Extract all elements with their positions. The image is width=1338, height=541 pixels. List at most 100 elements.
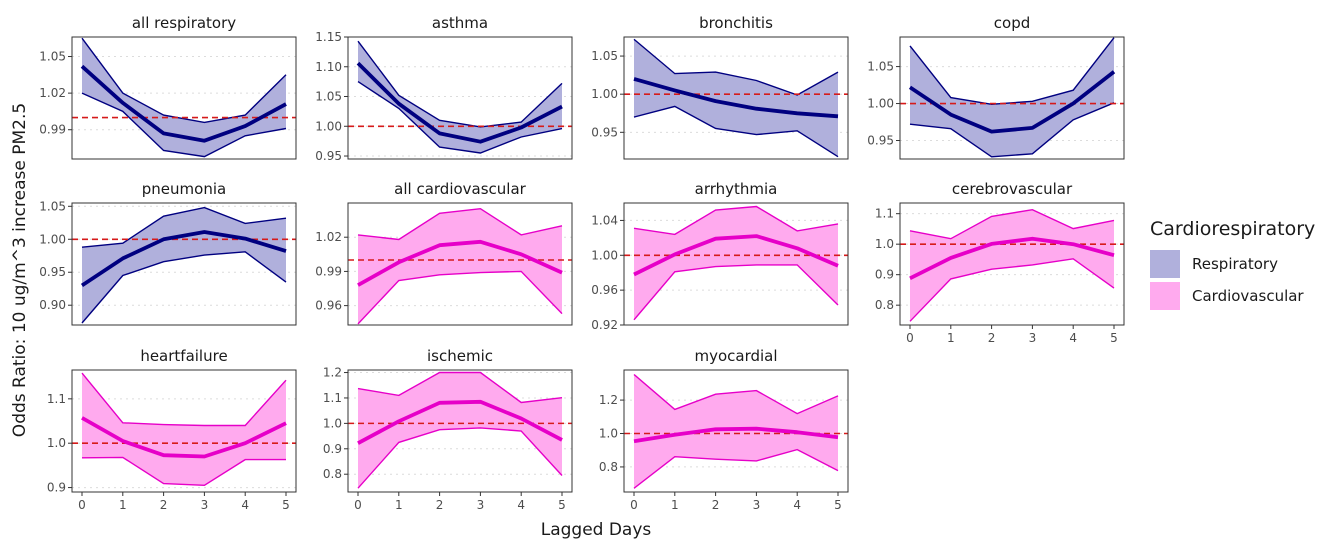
panel-border xyxy=(347,202,573,326)
confidence-band xyxy=(82,373,286,486)
upper-bound-line xyxy=(357,40,563,128)
y-tick-label: 0.92 xyxy=(591,318,618,332)
estimate-line xyxy=(80,230,287,287)
lower-bound-line xyxy=(357,270,563,325)
legend: Cardiorespiratory Respiratory Cardiovascu… xyxy=(1150,218,1315,310)
y-axis-title: Odds Ratio: 10 ug/m^3 increase PM2.5 xyxy=(10,103,30,437)
confidence-band xyxy=(358,372,562,489)
panel-myocardial: myocardial 0.8 1.0 1.2 0 1 2 3 4 5 xyxy=(599,347,849,512)
y-tick-label: 1.02 xyxy=(39,86,66,100)
upper-bound-line xyxy=(909,208,1115,240)
x-tick-label: 2 xyxy=(988,331,996,345)
y-tick-label: 0.95 xyxy=(39,265,66,279)
y-tick-label: 0.9 xyxy=(323,442,342,456)
y-tick-label: 0.8 xyxy=(875,298,894,312)
panel-all-cardiovascular: all cardiovascular 0.96 0.99 1.02 xyxy=(315,180,573,326)
x-tick-label: 1 xyxy=(395,498,403,512)
upper-bound-line xyxy=(357,207,563,241)
x-tick-label: 0 xyxy=(78,498,86,512)
x-tick-label: 3 xyxy=(477,498,485,512)
y-tick-label: 1.0 xyxy=(47,436,66,450)
y-tick-label: 0.99 xyxy=(315,264,342,278)
panel-title: ischemic xyxy=(427,347,493,365)
lower-bound-line xyxy=(909,258,1115,322)
y-tick-label: 1.05 xyxy=(315,90,342,104)
estimate-line xyxy=(80,64,287,143)
y-tick-label: 1.05 xyxy=(39,50,66,64)
y-tick-label: 1.00 xyxy=(315,119,342,133)
y-tick-label: 0.9 xyxy=(47,481,66,495)
panel-border xyxy=(623,369,849,493)
panel-cerebrovascular: cerebrovascular 0.8 0.9 1.0 1.1 0 1 2 3 4 5 xyxy=(875,180,1125,345)
panel-border xyxy=(71,369,297,493)
confidence-band xyxy=(910,37,1114,157)
upper-bound-line xyxy=(81,206,287,248)
estimate-line xyxy=(909,236,1115,280)
x-tick-label: 4 xyxy=(517,498,525,512)
estimate-line xyxy=(908,70,1116,134)
x-tick-label: 1 xyxy=(671,498,679,512)
panel-arrhythmia: arrhythmia 0.92 0.96 1.00 1.04 xyxy=(591,180,849,332)
lower-bound-line xyxy=(909,102,1115,158)
estimate-line xyxy=(357,399,563,445)
confidence-band xyxy=(634,374,838,489)
lower-bound-line xyxy=(81,251,287,324)
upper-bound-line xyxy=(81,37,287,124)
panel-title: pneumonia xyxy=(142,180,226,198)
y-tick-label: 1.1 xyxy=(47,392,66,406)
x-tick-label: 5 xyxy=(282,498,290,512)
panel-border xyxy=(71,202,297,326)
lower-bound-line xyxy=(81,456,286,487)
panel-border xyxy=(623,202,849,326)
y-tick-label: 1.00 xyxy=(39,232,66,246)
confidence-band xyxy=(634,39,838,157)
panel-border xyxy=(347,369,573,493)
x-tick-label: 1 xyxy=(947,331,955,345)
panel-title: arrhythmia xyxy=(695,180,778,198)
y-tick-label: 0.8 xyxy=(599,460,618,474)
y-tick-label: 0.90 xyxy=(39,298,66,312)
panel-asthma: asthma 0.95 1.00 1.05 1.10 1.15 xyxy=(315,14,573,163)
y-tick-label: 1.15 xyxy=(315,30,342,44)
x-tick-label: 2 xyxy=(436,498,444,512)
legend-swatch-respiratory xyxy=(1150,250,1180,278)
y-tick-label: 1.10 xyxy=(315,60,342,74)
panel-border xyxy=(899,36,1125,160)
x-axis-title: Lagged Days xyxy=(541,520,652,540)
confidence-band xyxy=(910,209,1114,322)
upper-bound-line xyxy=(633,205,839,236)
panel-border xyxy=(899,202,1125,326)
y-tick-label: 1.00 xyxy=(591,248,618,262)
legend-label-cardiovascular: Cardiovascular xyxy=(1192,287,1304,305)
x-tick-label: 5 xyxy=(558,498,566,512)
lower-bound-line xyxy=(81,92,287,158)
confidence-band xyxy=(358,208,562,324)
panel-ischemic: ischemic 0.8 0.9 1.0 1.1 1.2 0 1 2 3 4 5 xyxy=(323,347,573,512)
lower-bound-line xyxy=(633,448,839,489)
upper-bound-line xyxy=(357,371,563,404)
panel-title: myocardial xyxy=(694,347,777,365)
panel-border xyxy=(71,36,297,160)
x-tick-label: 4 xyxy=(1069,331,1077,345)
y-tick-label: 0.9 xyxy=(875,268,894,282)
x-tick-label: 1 xyxy=(119,498,127,512)
y-tick-label: 0.95 xyxy=(591,125,618,139)
panel-border xyxy=(347,36,573,160)
y-tick-label: 0.95 xyxy=(867,134,894,148)
y-tick-label: 1.05 xyxy=(39,199,66,213)
x-tick-label: 0 xyxy=(906,331,914,345)
panel-title: copd xyxy=(994,14,1030,32)
panel-border xyxy=(623,36,849,160)
confidence-band xyxy=(634,206,838,320)
panel-title: all cardiovascular xyxy=(394,180,527,198)
y-tick-label: 0.99 xyxy=(39,123,66,137)
y-tick-label: 1.00 xyxy=(591,87,618,101)
estimate-line xyxy=(633,426,839,444)
y-tick-label: 1.04 xyxy=(591,213,618,227)
x-tick-label: 2 xyxy=(712,498,720,512)
lower-bound-line xyxy=(357,427,563,489)
panel-title: asthma xyxy=(432,14,488,32)
panel-title: heartfailure xyxy=(140,347,227,365)
legend-label-respiratory: Respiratory xyxy=(1192,255,1278,273)
upper-bound-line xyxy=(633,373,839,415)
